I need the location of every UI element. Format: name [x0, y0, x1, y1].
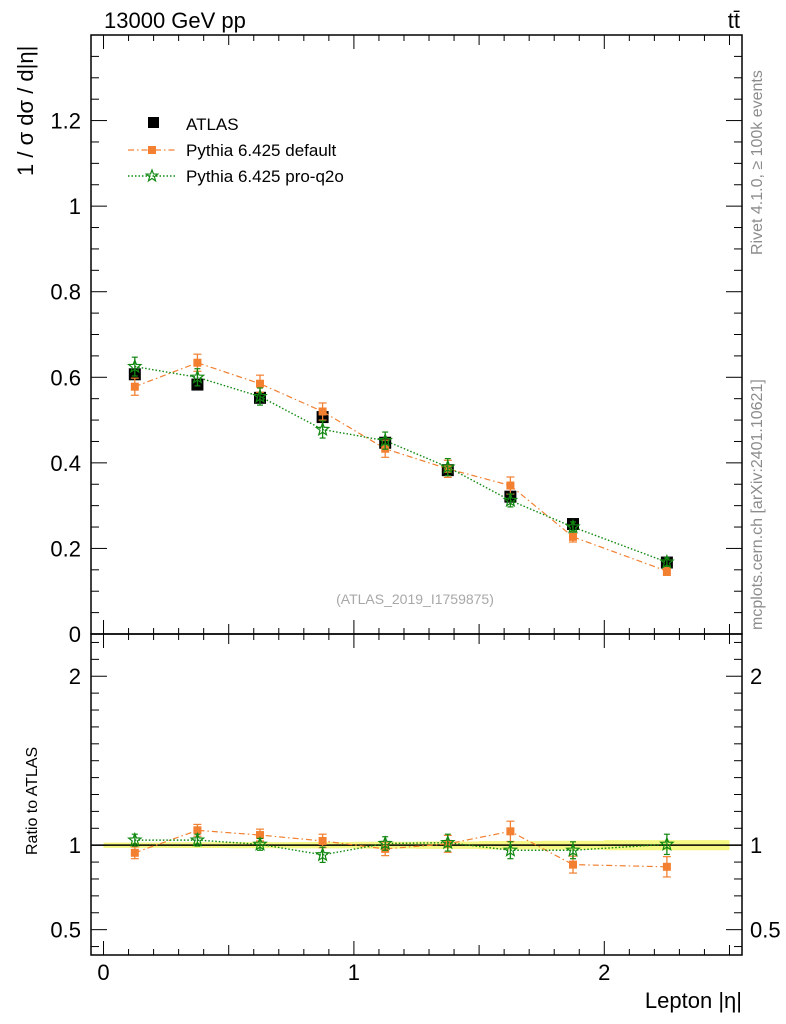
pythia-default-series-point: [662, 567, 671, 576]
ratio-y-tick-label-right: 1: [750, 833, 762, 858]
mcplots-label: mcplots.cern.ch [arXiv:2401.10621]: [749, 379, 766, 630]
y-tick-label: 0.2: [50, 536, 81, 561]
legend-label-atlas: ATLAS: [186, 115, 239, 134]
ratio-y-tick-label: 2: [69, 664, 81, 689]
ratio-pythia-default-point: [662, 862, 671, 871]
axes: 0 1 2 0 0.2 0.4 0.6 0.8 1 1.2 0.5 0.5 1 1 2 2: [50, 34, 781, 985]
ratio-y-tick-label-right: 0.5: [750, 918, 781, 943]
pythia-proq2o-series-point: [377, 432, 394, 448]
pythia-default-series: [130, 353, 671, 576]
process-label: tt̄: [728, 8, 740, 33]
ratio-pythia-proq2o-point: [252, 836, 268, 851]
legend-marker-default: [148, 146, 156, 154]
pythia-default-series-line: [134, 362, 668, 572]
atlas-series: [128, 368, 673, 569]
pythia-default-series-point: [506, 481, 515, 490]
ratio-pythia-default-point: [256, 831, 265, 840]
legend-label-proq2o: Pythia 6.425 pro-q2o: [186, 167, 344, 186]
y-tick-label: 0: [69, 622, 81, 647]
legend-marker-proq2o: [144, 168, 160, 183]
ratio-pythia-proq2o-point: [127, 831, 143, 847]
ratio-y-tick-label-right: 2: [750, 664, 762, 689]
ratio-pythia-default-point: [506, 827, 515, 836]
x-axis-title: Lepton |η|: [645, 988, 742, 1013]
legend-marker-atlas: [148, 117, 159, 128]
pythia-proq2o-series-point: [439, 458, 456, 474]
series-layer: [127, 353, 675, 878]
ratio-pythia-proq2o-point: [377, 835, 394, 851]
y-tick-label: 0.8: [50, 280, 81, 305]
pythia-proq2o-series: [127, 356, 675, 569]
y-tick-label: 0.6: [50, 365, 81, 390]
ratio-ylabel: Ratio to ATLAS: [24, 747, 41, 855]
pythia-default-series-point: [568, 532, 577, 541]
pythia-proq2o-series-point: [502, 492, 519, 508]
ratio-pythia-proq2o-point: [314, 846, 331, 862]
legend-label-default: Pythia 6.425 default: [186, 141, 337, 160]
y-tick-label: 1: [69, 194, 81, 219]
ratio-pythia-proq2o-point: [565, 842, 581, 857]
x-tick-label: 1: [348, 960, 360, 985]
pythia-proq2o-series-point: [127, 358, 143, 374]
ratio-y-tick-label: 0.5: [50, 918, 81, 943]
ratio-pythia-proq2o-point: [502, 842, 519, 857]
rivet-label: Rivet 4.1.0, ≥ 100k events: [749, 70, 766, 255]
ratio-y-tick-label: 1: [69, 833, 81, 858]
pythia-default-series-point: [193, 358, 202, 367]
ratio-pythia-default-point: [318, 836, 327, 845]
pythia-proq2o-series-point: [189, 369, 206, 384]
ratio-pythia-proq2o-point: [189, 831, 206, 847]
pythia-default-series-point: [130, 382, 139, 391]
ratio-pythia-default-point: [568, 860, 577, 869]
ratio-pythia-default-point: [130, 848, 139, 857]
energy-label: 13000 GeV pp: [104, 8, 246, 33]
pythia-proq2o-series-point: [565, 518, 581, 534]
pythia-default-series-point: [318, 407, 327, 416]
x-tick-label: 2: [598, 960, 610, 985]
ratio-pythia-proq2o-point: [659, 836, 675, 851]
pythia-proq2o-series-point: [252, 388, 268, 404]
ratio-pythia-proq2o: [127, 831, 675, 864]
pythia-proq2o-series-line: [134, 365, 668, 563]
ratio-frame: [90, 633, 743, 956]
main-ylabel: 1 / σ dσ / d|η|: [13, 46, 38, 176]
legend: ATLAS Pythia 6.425 default Pythia 6.425 …: [128, 115, 344, 186]
y-tick-label: 0.4: [50, 451, 81, 476]
analysis-watermark: (ATLAS_2019_I1759875): [336, 591, 494, 607]
x-tick-label: 0: [97, 960, 109, 985]
pythia-proq2o-series-point: [659, 553, 675, 569]
y-tick-label: 1.2: [50, 109, 81, 134]
ratio-pythia-proq2o-point: [439, 834, 456, 850]
ratio-pythia-default-point: [193, 826, 202, 835]
pythia-default-series-point: [256, 379, 265, 388]
pythia-proq2o-series-point: [314, 421, 331, 437]
